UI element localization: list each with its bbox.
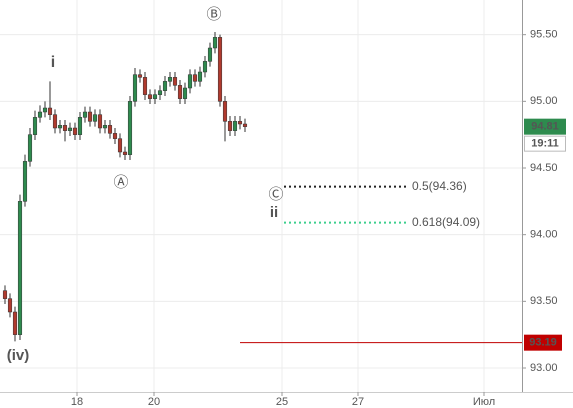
candle-body — [147, 94, 153, 99]
candle-body — [47, 107, 53, 115]
candle-body — [192, 74, 198, 82]
x-tick-label: 25 — [276, 396, 288, 408]
x-tick-label: 27 — [352, 396, 364, 408]
last-price-label: 94.81 — [531, 121, 559, 133]
wave-label: Ⓑ — [206, 6, 221, 23]
candle-body — [197, 71, 203, 82]
candle-body — [2, 290, 8, 299]
candle-body — [42, 107, 48, 113]
fib-level-label: 0.5(94.36) — [412, 179, 467, 193]
wave-label: Ⓒ — [268, 186, 283, 203]
candle-body — [187, 74, 193, 89]
candle-body — [207, 47, 213, 62]
candle-body — [22, 161, 28, 202]
candle-body — [17, 201, 23, 335]
candle-body — [222, 101, 228, 122]
candle-body — [112, 133, 118, 139]
candle-body — [172, 77, 178, 86]
candle-body — [162, 81, 168, 91]
candle-body — [237, 121, 243, 125]
candle-body — [72, 127, 78, 135]
candle-body — [12, 311, 18, 335]
candle-body — [97, 114, 103, 129]
y-tick-label: 93.00 — [530, 362, 558, 374]
level-price-box — [524, 334, 562, 351]
candle-body — [27, 134, 33, 162]
candle-body — [52, 114, 58, 129]
candle-body — [82, 111, 88, 118]
y-tick-label: 94.50 — [530, 162, 558, 174]
candle-body — [127, 101, 133, 155]
candle-body — [32, 117, 38, 135]
y-tick-label: 95.00 — [530, 95, 558, 107]
candle-body — [132, 74, 138, 102]
fib-level-label: 0.618(94.09) — [412, 215, 480, 229]
candle-body — [217, 37, 223, 102]
wave-label: (iv) — [7, 347, 30, 364]
last-time-box — [524, 135, 566, 152]
candle-body — [77, 117, 83, 135]
level-price-label: 93.19 — [529, 337, 557, 349]
candle-body — [37, 111, 43, 118]
candle-body — [232, 121, 238, 131]
candle-body — [167, 77, 173, 82]
candle-body — [142, 77, 148, 95]
wave-label: ii — [270, 204, 278, 221]
candle-body — [92, 114, 98, 122]
candle-body — [202, 61, 208, 73]
candle-body — [117, 138, 123, 153]
candle-body — [122, 151, 128, 155]
candle-body — [62, 125, 68, 131]
x-tick-label: Июл — [473, 396, 495, 408]
candle-body — [242, 123, 248, 127]
wave-label: Ⓐ — [113, 174, 128, 191]
candle-body — [107, 125, 113, 134]
last-price-box — [524, 118, 566, 135]
candle-body — [137, 74, 143, 78]
candle-body — [87, 111, 93, 122]
candle-body — [102, 125, 108, 129]
y-tick-label: 94.00 — [530, 229, 558, 241]
candle-body — [157, 90, 163, 95]
x-tick-label: 20 — [148, 396, 160, 408]
candle-body — [57, 125, 63, 129]
candle-body — [152, 94, 158, 99]
candle-body — [182, 87, 188, 99]
x-tick-label: 18 — [71, 396, 83, 408]
candle-body — [227, 121, 233, 131]
y-tick-label: 93.50 — [530, 295, 558, 307]
last-time-label: 19:11 — [531, 138, 559, 150]
y-tick-label: 95.50 — [530, 29, 558, 41]
candle-body — [212, 37, 218, 49]
candle-body — [67, 127, 73, 131]
candle-body — [7, 298, 13, 313]
candle-body — [177, 85, 183, 99]
wave-label: i — [51, 54, 55, 71]
